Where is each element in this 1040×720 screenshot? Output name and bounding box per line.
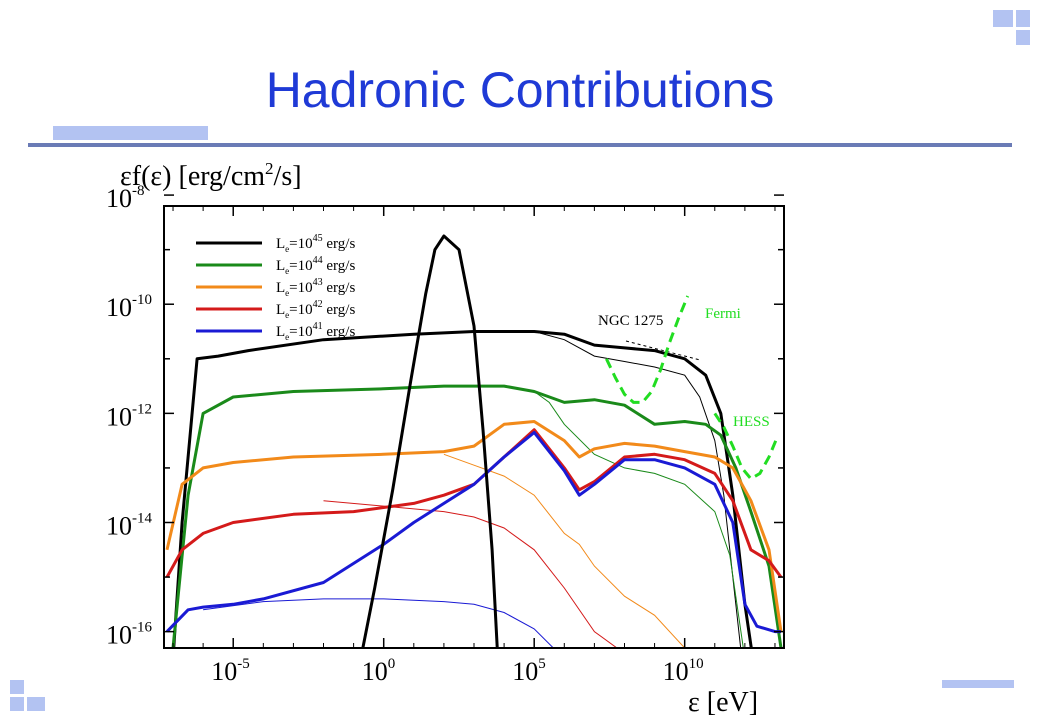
y-tick-label: 10-8 — [106, 183, 145, 213]
legend: Le=1045 erg/sLe=1044 erg/sLe=1043 erg/sL… — [196, 233, 355, 342]
series-le-42-line — [165, 428, 783, 578]
series-le-43-thin-line — [443, 453, 686, 648]
series-le-45-thin-line — [534, 331, 742, 648]
corner-square-top-3 — [1016, 30, 1030, 45]
footer-bar — [942, 680, 1014, 688]
series-le-45-line — [172, 330, 753, 648]
ngc1275-pointer — [625, 340, 701, 361]
series-le-41-thin-line — [203, 598, 555, 648]
corner-square-bottom-2 — [10, 697, 24, 711]
legend-entry: Le=1041 erg/s — [276, 321, 355, 342]
y-tick-label: 10-14 — [106, 510, 152, 540]
series-le-42-thin-line — [323, 500, 618, 648]
legend-entry: Le=1044 erg/s — [276, 255, 355, 276]
legend-entry: Le=1043 erg/s — [276, 277, 355, 298]
legend-entry: Le=1042 erg/s — [276, 299, 355, 320]
plot-frame — [163, 205, 785, 649]
corner-square-bottom-3 — [27, 697, 45, 711]
title-rule — [28, 143, 1012, 147]
slide-title: Hadronic Contributions — [265, 62, 775, 118]
corner-square-top-1 — [993, 10, 1013, 27]
y-tick-label: 10-12 — [106, 401, 152, 431]
y-tick-label: 10-10 — [106, 292, 152, 322]
series-le-44-thin-line — [533, 391, 744, 648]
series-le-41-line — [165, 431, 781, 634]
series-le-44-line — [171, 384, 783, 648]
x-tick-label: 10-5 — [211, 656, 250, 686]
x-tick-label: 1010 — [663, 656, 704, 686]
corner-square-bottom-1 — [10, 680, 24, 694]
x-axis-label: ε [eV] — [688, 687, 758, 718]
y-tick-label: 10-16 — [106, 620, 152, 650]
hess-label: HESS — [733, 414, 770, 430]
series-peak-line — [361, 234, 499, 648]
legend-entry: Le=1045 erg/s — [276, 233, 355, 254]
fermi-label: Fermi — [705, 306, 741, 322]
y-axis-label: εf(ε) [erg/cm2/s] — [120, 159, 302, 192]
fermi-bowtie — [605, 295, 690, 404]
ngc1275-label: NGC 1275 — [598, 313, 663, 329]
corner-square-top-2 — [1016, 10, 1030, 27]
title-rule-accent — [53, 126, 208, 140]
series-le-43-line — [165, 420, 783, 632]
hess-bowtie — [713, 412, 780, 481]
x-tick-label: 100 — [362, 656, 396, 686]
x-tick-label: 105 — [512, 656, 546, 686]
